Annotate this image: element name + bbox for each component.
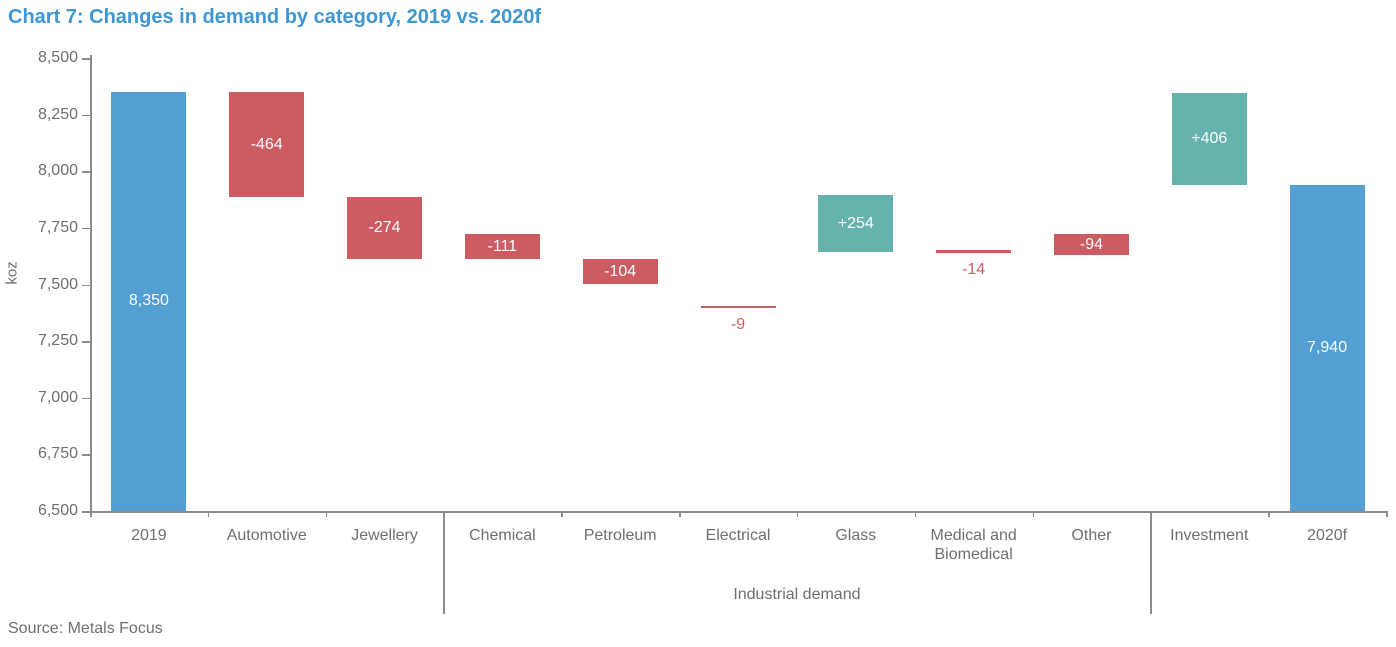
bar-automotive: -464: [229, 91, 305, 198]
y-tick-label: 7,500: [37, 275, 78, 293]
bar-value-label: -9: [730, 315, 746, 333]
category-label: 2020f: [1307, 527, 1348, 544]
category-label: Jewellery: [351, 527, 418, 544]
x-tick: [1386, 511, 1388, 517]
bar-2020f: 7,940: [1289, 184, 1365, 511]
bar-value-label: -274: [368, 219, 401, 237]
source-note: Source: Metals Focus: [8, 620, 163, 637]
bar-value-label: -14: [962, 261, 986, 279]
category-label: Medical and Biomedical: [930, 527, 1017, 563]
bar-value-label: -104: [604, 262, 637, 280]
x-tick: [325, 511, 328, 517]
category-label: Chemical: [469, 527, 536, 544]
x-tick: [1268, 511, 1270, 517]
bar-glass: +254: [818, 194, 894, 253]
y-tick-label: 6,500: [37, 502, 78, 519]
y-tick: [82, 114, 90, 117]
x-axis-line: [90, 511, 1388, 513]
industrial-demand-group-label: Industrial demand: [733, 586, 861, 603]
bar-chemical: -111: [464, 233, 540, 260]
bar-other: -94: [1053, 234, 1129, 256]
y-tick: [82, 284, 90, 286]
y-tick: [82, 511, 90, 513]
x-tick: [561, 511, 563, 517]
group-divider: [443, 511, 445, 614]
x-tick: [914, 511, 917, 517]
y-tick-label: 8,250: [37, 105, 78, 123]
y-axis-line: [90, 55, 92, 513]
bar-petroleum: -104: [582, 259, 658, 285]
x-tick: [1032, 511, 1035, 517]
bar-investment: +406: [1171, 92, 1247, 185]
category-label: Glass: [835, 527, 877, 544]
bar-medical-and-biomedical: [936, 250, 1012, 254]
category-label: 2019: [131, 527, 167, 544]
bar-value-label: -464: [250, 135, 283, 153]
x-tick: [90, 511, 92, 517]
y-tick: [82, 171, 90, 173]
category-label: Electrical: [705, 527, 771, 544]
y-tick: [82, 58, 90, 60]
y-tick-label: 7,000: [37, 388, 78, 406]
group-divider: [1150, 511, 1152, 614]
y-tick-label: 8,000: [37, 162, 78, 180]
y-tick-label: 8,500: [37, 49, 78, 66]
bar-value-label: -94: [1079, 235, 1104, 253]
y-tick: [82, 454, 90, 456]
bar-jewellery: -274: [347, 197, 423, 260]
x-tick: [796, 511, 799, 517]
bar-value-label: 7,940: [1307, 338, 1348, 356]
bar-value-label: 8,350: [128, 292, 169, 310]
y-tick: [82, 227, 90, 230]
category-label: Automotive: [226, 527, 307, 544]
category-label: Petroleum: [583, 527, 657, 544]
bar-value-label: +406: [1191, 129, 1228, 147]
bar-electrical: [700, 305, 776, 308]
bar-value-label: -111: [487, 237, 518, 255]
y-tick-label: 7,750: [37, 218, 78, 236]
y-tick-label: 6,750: [37, 445, 78, 463]
category-label: Other: [1071, 527, 1112, 544]
x-tick: [207, 511, 210, 517]
bar-2019: 8,350: [111, 91, 187, 511]
chart-title: Chart 7: Changes in demand by category, …: [8, 6, 542, 28]
y-tick: [82, 341, 90, 343]
category-label: Investment: [1170, 527, 1249, 544]
y-tick-label: 7,250: [37, 332, 78, 350]
y-tick: [82, 397, 90, 400]
bar-value-label: +254: [837, 214, 874, 232]
x-tick: [679, 511, 681, 517]
